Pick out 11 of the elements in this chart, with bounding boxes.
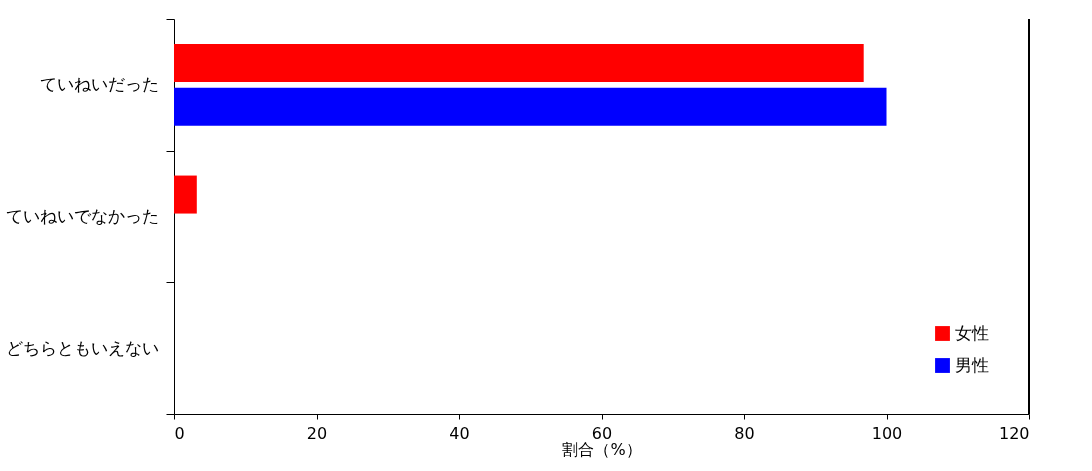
y-tick-label: ていねいだった xyxy=(39,74,159,95)
x-tick-label: 120 xyxy=(998,423,1030,443)
legend-label: 女性 xyxy=(955,322,989,343)
x-tick-label: 80 xyxy=(734,423,755,443)
y-tick-label: ていねいでなかった xyxy=(5,206,159,226)
y-tick-label: どちらともいえない xyxy=(5,337,159,358)
x-tick-label: 100 xyxy=(871,423,903,443)
legend-label: 男性 xyxy=(955,354,989,375)
x-tick-label: 40 xyxy=(449,423,470,443)
x-tick-label: 0 xyxy=(174,423,185,443)
x-tick-label: 20 xyxy=(306,423,328,443)
